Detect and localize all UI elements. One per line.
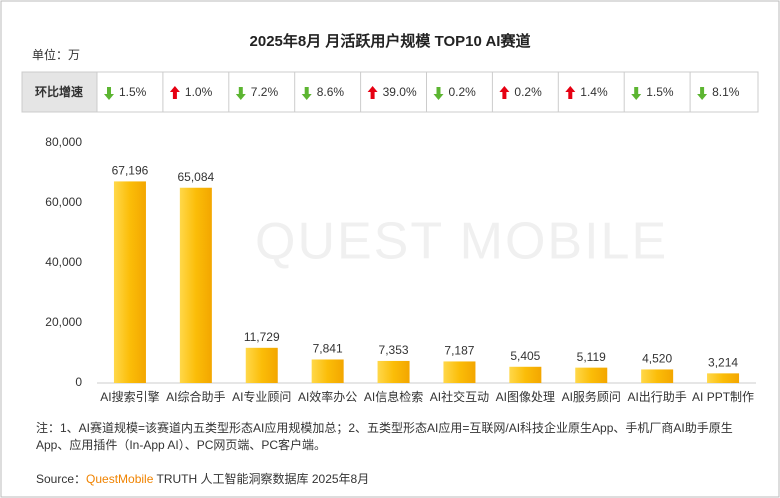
growth-label: 1.0% [185,85,213,99]
unit: 单位：万 [32,47,80,62]
bar [443,361,476,383]
growth-arrow [169,86,180,99]
growth-arrow [565,86,576,99]
bar [113,181,146,383]
growth-label: 1.5% [646,85,674,99]
y-tick-label: 40,000 [45,255,82,269]
growth-label: 1.5% [119,85,147,99]
growth-label: 0.2% [449,85,477,99]
value-label: 5,405 [510,349,540,363]
value-label: 7,353 [379,343,409,357]
x-tick-label: AI效率办公 [298,389,357,404]
growth-arrow [433,87,444,100]
bar [311,359,344,383]
growth-header-cell [21,71,98,113]
growth-arrow [301,87,312,100]
note: 注：1、AI赛道规模=该赛道内五类型形态AI应用规模加总；2、五类型形态AI应用… [36,421,733,452]
growth-label: 7.2% [251,85,279,99]
y-tick-label: 60,000 [45,195,82,209]
value-label: 3,214 [708,356,738,370]
source: Source：QuestMobile TRUTH 人工智能洞察数据库 2025年… [36,470,369,487]
bar [377,360,410,383]
y-tick-label: 80,000 [45,135,82,149]
bar [179,187,212,383]
value-label: 7,841 [313,342,343,356]
bar [509,366,542,383]
x-tick-label: AI综合助手 [166,389,225,404]
growth-arrow [499,86,510,99]
source-brand: QuestMobile [86,472,154,486]
x-tick-label: AI信息检索 [364,389,423,404]
value-label: 5,119 [577,350,606,364]
chart-title: 2025年8月 月活跃用户规模 TOP10 AI赛道 [250,32,531,50]
value-label: 7,187 [444,344,474,358]
growth-arrow [631,87,642,100]
growth-arrow [697,87,708,100]
x-tick-label: AI出行助手 [627,390,686,404]
growth-arrow [367,86,378,99]
growth-label: 8.6% [317,85,345,99]
growth-label: 39.0% [383,85,417,99]
growth-header: 环比增速 [35,84,83,99]
y-tick-label: 20,000 [45,315,82,329]
x-tick-label: AI搜索引擎 [100,389,159,404]
growth-label: 1.4% [580,85,608,99]
growth-label: 0.2% [514,85,542,99]
x-tick-label: AI服务顾问 [562,389,621,404]
x-tick-label: AI专业顾问 [232,389,291,404]
source-label: Source： [36,472,87,486]
value-label: 11,729 [244,330,280,344]
value-label: 67,196 [112,164,149,178]
value-label: 65,084 [177,170,214,184]
source-rest: TRUTH 人工智能洞察数据库 2025年8月 [153,472,370,486]
growth-label: 8.1% [712,85,740,99]
x-tick-label: AI图像处理 [496,390,555,404]
y-tick-label: 0 [75,375,82,389]
growth-arrow [235,87,246,100]
x-tick-label: AI社交互动 [430,389,489,404]
x-tick-label: AI PPT制作 [692,390,754,404]
bar [707,373,740,383]
bar [641,369,674,383]
value-label: 4,520 [642,352,672,366]
bar [575,367,608,383]
watermark: QUEST MOBILE [255,213,668,271]
growth-arrow [104,87,114,100]
bar [245,347,278,383]
